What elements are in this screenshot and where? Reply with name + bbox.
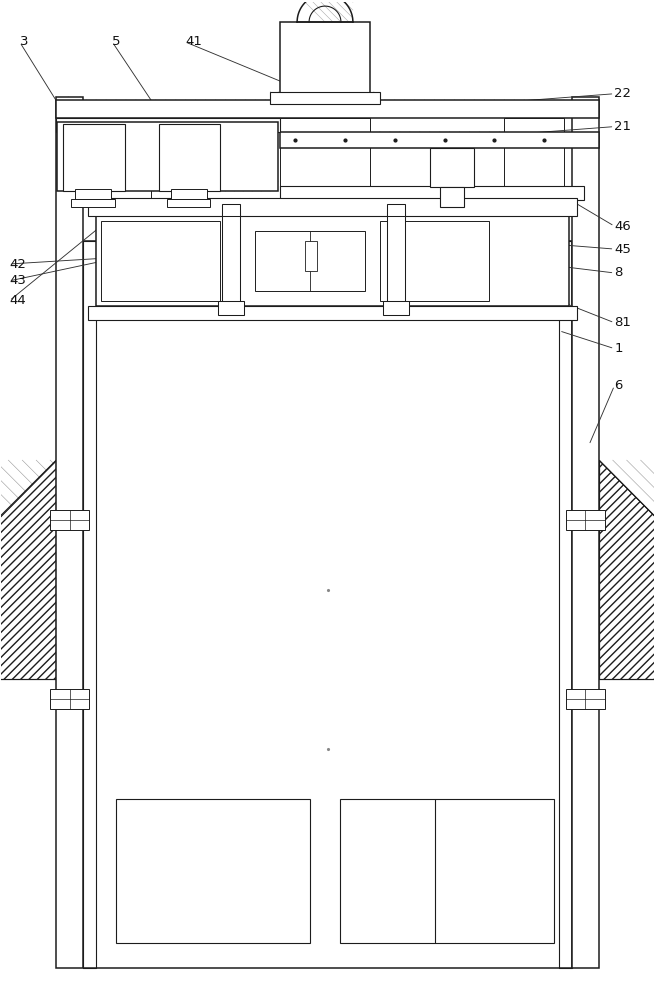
Bar [57,122,278,191]
Bar [50,510,89,530]
Bar [56,118,280,132]
Bar [50,689,89,709]
Bar [559,241,572,968]
Bar [280,22,370,100]
Bar [271,92,380,104]
Bar [305,241,317,271]
Bar [63,124,125,191]
Text: 45: 45 [614,243,631,256]
Bar [88,198,577,216]
Bar [101,221,221,301]
Bar [280,132,599,148]
Bar [88,306,577,320]
Bar [504,118,564,198]
Bar [75,189,111,199]
Polygon shape [0,460,56,679]
Bar [380,221,489,301]
Bar [71,199,115,207]
Bar [171,189,206,199]
Bar [56,97,83,968]
Text: 8: 8 [614,266,623,279]
Text: 46: 46 [614,220,631,233]
Bar [383,301,409,315]
Bar [255,231,365,291]
Bar [340,799,554,943]
Bar [116,799,310,943]
Bar [280,118,370,198]
Text: 44: 44 [9,294,26,307]
Text: 43: 43 [9,274,26,287]
Bar [219,301,244,315]
Bar [166,199,210,207]
Bar [159,124,221,191]
Bar [566,689,605,709]
Bar [440,187,464,207]
Bar [572,97,599,968]
Bar [96,216,569,306]
Text: 1: 1 [614,342,623,355]
Text: 6: 6 [614,379,623,392]
Bar [430,148,474,187]
Text: 81: 81 [614,316,631,329]
Bar [83,241,96,968]
Bar [56,100,599,118]
Bar [96,118,151,198]
Text: 5: 5 [112,35,121,48]
Bar [280,186,584,200]
Bar [386,211,405,311]
Text: 42: 42 [9,258,26,271]
Text: 3: 3 [20,35,28,48]
Polygon shape [599,460,655,679]
Bar [223,204,240,216]
Text: 22: 22 [614,87,631,100]
Bar [566,510,605,530]
Bar [386,204,405,216]
Text: 21: 21 [614,120,631,133]
Bar [223,211,240,311]
Text: 41: 41 [185,35,202,48]
